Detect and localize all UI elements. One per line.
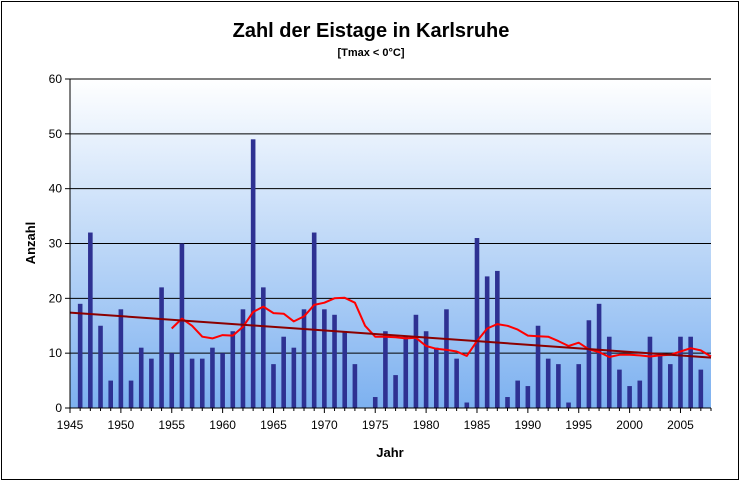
bar: [657, 353, 663, 408]
bar: [688, 336, 693, 408]
bar: [88, 232, 93, 408]
x-tick-label: 1970: [311, 418, 338, 432]
y-tick-label: 30: [49, 237, 63, 251]
bar: [464, 402, 470, 408]
bar: [698, 369, 704, 408]
bar: [678, 336, 683, 408]
x-tick-label: 1990: [515, 418, 542, 432]
chart-title: Zahl der Eistage in Karlsruhe: [232, 20, 510, 42]
bar: [189, 358, 195, 408]
bar: [220, 353, 225, 408]
x-tick-label: 1955: [158, 418, 185, 432]
y-tick-label: 10: [49, 346, 63, 360]
bar: [627, 386, 632, 408]
bar: [250, 139, 256, 409]
bar: [403, 336, 409, 408]
bar: [637, 380, 643, 408]
bar: [545, 358, 551, 408]
x-axis-title: Jahr: [376, 445, 403, 460]
bar: [505, 397, 510, 408]
bar: [515, 380, 520, 408]
bar: [159, 287, 164, 408]
bar: [281, 336, 286, 408]
bar: [606, 336, 612, 408]
x-tick-label: 1985: [464, 418, 491, 432]
bar: [199, 358, 205, 408]
bar: [433, 347, 439, 408]
x-tick-label: 1960: [209, 418, 236, 432]
y-tick-label: 20: [49, 291, 63, 305]
trend-line: [69, 311, 712, 359]
y-tick-label: 40: [49, 182, 63, 196]
moving-average-line: [171, 296, 712, 358]
bar: [525, 386, 531, 408]
bar: [77, 303, 83, 408]
bar: [230, 331, 236, 408]
bar: [138, 347, 144, 408]
y-tick-label: 50: [49, 127, 63, 141]
bar: [423, 331, 429, 408]
x-tick-label: 1975: [362, 418, 389, 432]
y-tick-label: 0: [55, 401, 62, 415]
bar: [149, 358, 154, 408]
bar: [108, 380, 113, 408]
x-tick-label: 1945: [57, 418, 84, 432]
bar: [566, 402, 571, 408]
bar: [128, 380, 134, 408]
bar: [169, 353, 175, 408]
bar: [647, 336, 653, 408]
bar: [322, 309, 327, 408]
bar: [240, 309, 246, 408]
bar: [576, 364, 582, 408]
bar: [454, 358, 459, 408]
bar: [474, 238, 480, 408]
bar: [444, 309, 449, 408]
bar: [556, 364, 561, 408]
x-tick-label: 1950: [108, 418, 135, 432]
x-tick-label: 1995: [565, 418, 592, 432]
bar: [393, 375, 398, 408]
x-tick-label: 2000: [616, 418, 643, 432]
bar: [311, 232, 317, 408]
bar: [271, 364, 276, 408]
bar: [535, 325, 541, 408]
bar: [98, 325, 103, 408]
bar: [118, 309, 124, 408]
y-axis-title: Anzahl: [23, 222, 38, 265]
bar: [413, 314, 419, 408]
bar: [372, 397, 378, 408]
x-tick-label: 1980: [413, 418, 440, 432]
bar: [383, 331, 388, 408]
bar: [596, 303, 602, 408]
bar: [586, 320, 592, 408]
bar: [668, 364, 673, 408]
x-tick-label: 1965: [260, 418, 287, 432]
bar: [179, 243, 185, 408]
bar: [301, 309, 307, 408]
bar: [261, 287, 266, 408]
bar: [617, 369, 622, 408]
bar: [210, 347, 215, 408]
x-tick-label: 2005: [667, 418, 694, 432]
bar: [342, 331, 348, 408]
bar: [332, 314, 337, 408]
bar: [495, 270, 500, 408]
chart-subtitle: [Tmax < 0°C]: [337, 47, 405, 59]
bar: [352, 364, 358, 408]
y-tick-label: 60: [49, 72, 63, 86]
bar: [291, 347, 297, 408]
